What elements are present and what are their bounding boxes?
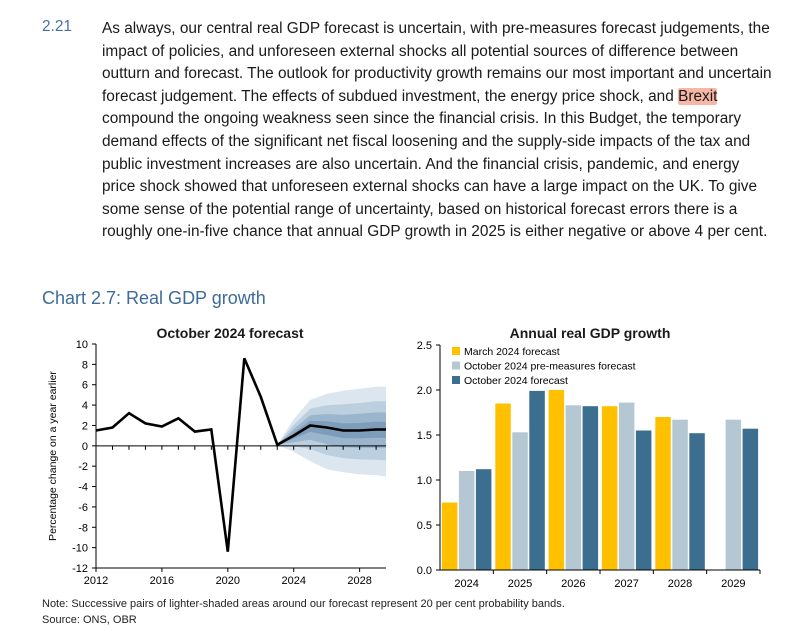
- bar: [689, 433, 705, 570]
- x-tick-label: 2016: [150, 575, 174, 587]
- bar: [672, 419, 688, 570]
- y-tick-label: 2: [82, 420, 88, 432]
- y-tick-label: 6: [82, 380, 88, 392]
- y-tick-label: 0.5: [417, 520, 432, 532]
- x-tick-label: 2028: [347, 575, 371, 587]
- x-tick-label: 2012: [84, 575, 108, 587]
- x-tick-label: 2026: [561, 578, 585, 590]
- bar: [618, 402, 635, 570]
- bar: [655, 417, 671, 570]
- chart-note: Note: Successive pairs of lighter-shaded…: [42, 598, 565, 610]
- paragraph-number: 2.21: [42, 18, 72, 35]
- bar: [742, 428, 759, 570]
- paragraph-text-part1: As always, our central real GDP forecast…: [102, 20, 772, 105]
- y-tick-label: -2: [78, 461, 88, 473]
- y-tick-label: 8: [82, 359, 88, 371]
- bar: [441, 502, 458, 570]
- x-tick-label: 2024: [281, 575, 305, 587]
- x-tick-label: 2028: [668, 578, 692, 590]
- legend-label: October 2024 pre-measures forecast: [464, 361, 636, 373]
- y-tick-label: -12: [72, 563, 88, 575]
- paragraph-text-part2: compound the ongoing weakness seen since…: [102, 110, 768, 241]
- y-tick-label: 2.0: [417, 385, 432, 397]
- legend-swatch: [452, 361, 460, 370]
- legend-label: October 2024 forecast: [464, 375, 568, 387]
- bar: [635, 430, 652, 570]
- legend-swatch: [452, 376, 460, 384]
- y-tick-label: 4: [82, 400, 88, 412]
- y-tick-label: 1.5: [417, 430, 432, 442]
- chart-source: Source: ONS, OBR: [42, 614, 137, 626]
- x-tick-label: 2027: [614, 578, 638, 590]
- bar: [475, 469, 492, 570]
- legend-swatch: [452, 347, 460, 355]
- paragraph-text: As always, our central real GDP forecast…: [102, 18, 774, 244]
- bar: [458, 471, 475, 570]
- y-axis-label: Percentage change on a year earlier: [47, 371, 59, 541]
- x-tick-label: 2029: [721, 578, 745, 590]
- y-tick-label: 1.0: [417, 475, 432, 487]
- right-chart-title: Annual real GDP growth: [509, 325, 671, 341]
- bar: [512, 432, 528, 570]
- y-tick-label: 10: [76, 339, 88, 351]
- y-tick-label: -8: [78, 522, 88, 534]
- legend-label: March 2024 forecast: [464, 346, 560, 358]
- bar: [495, 403, 511, 570]
- left-chart-title: October 2024 forecast: [156, 325, 304, 341]
- bar: [725, 419, 742, 570]
- y-tick-label: 0.0: [417, 565, 432, 577]
- chart-heading: Chart 2.7: Real GDP growth: [42, 288, 266, 308]
- fan-band-4: [277, 420, 386, 445]
- bar-chart: 2024 2025 2026 2027 2028 2029 0.0 0.5 1.0 1.5 2.0 2…: [417, 340, 761, 590]
- x-tick-label: 2020: [216, 575, 240, 587]
- line-fan-chart: -12 -10 -8 -6 -4 -2 0 2 4 6 8 10 2012 2016 2020 2024 202…: [47, 339, 387, 587]
- y-tick-label: 2.5: [417, 340, 432, 352]
- x-tick-label: 2025: [508, 578, 532, 590]
- x-tick-label: 2024: [454, 578, 478, 590]
- y-tick-label: -10: [72, 543, 88, 555]
- bar: [601, 406, 618, 570]
- y-tick-label: 0: [82, 441, 88, 453]
- y-tick-label: -6: [78, 502, 88, 514]
- bar: [529, 390, 545, 570]
- bar: [548, 390, 565, 570]
- y-tick-label: -4: [78, 482, 88, 494]
- bar: [565, 405, 582, 570]
- bar: [582, 406, 599, 570]
- highlighted-word[interactable]: Brexit: [678, 87, 718, 105]
